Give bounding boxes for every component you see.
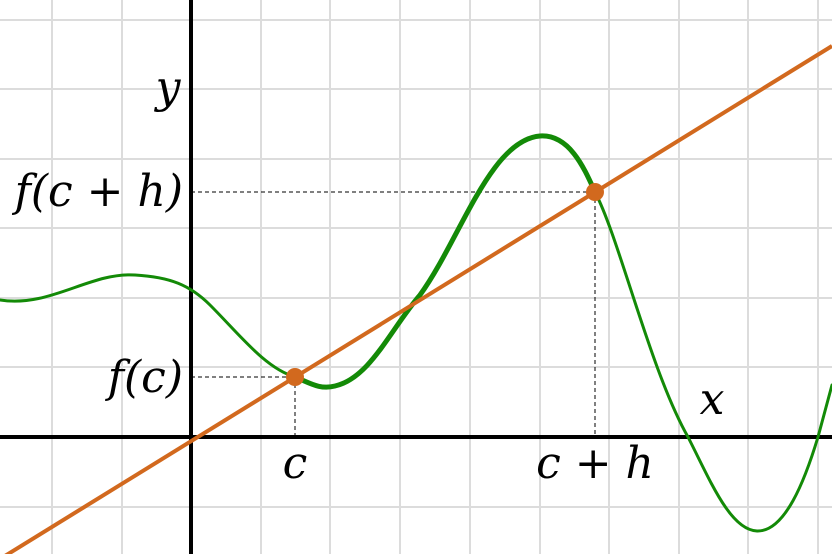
y-label: y — [154, 62, 182, 113]
function-curve — [0, 133, 832, 533]
x-label: x — [700, 374, 725, 425]
point-c — [286, 368, 304, 386]
guides — [191, 191, 596, 437]
secant-line — [4, 44, 832, 554]
f-c-plus-h-label: f(c + h) — [12, 166, 183, 217]
f-c-label: f(c) — [105, 352, 183, 403]
c-plus-h-label: c + h — [536, 438, 654, 489]
point-c-plus-h — [586, 183, 604, 201]
c-label: c — [283, 438, 308, 489]
